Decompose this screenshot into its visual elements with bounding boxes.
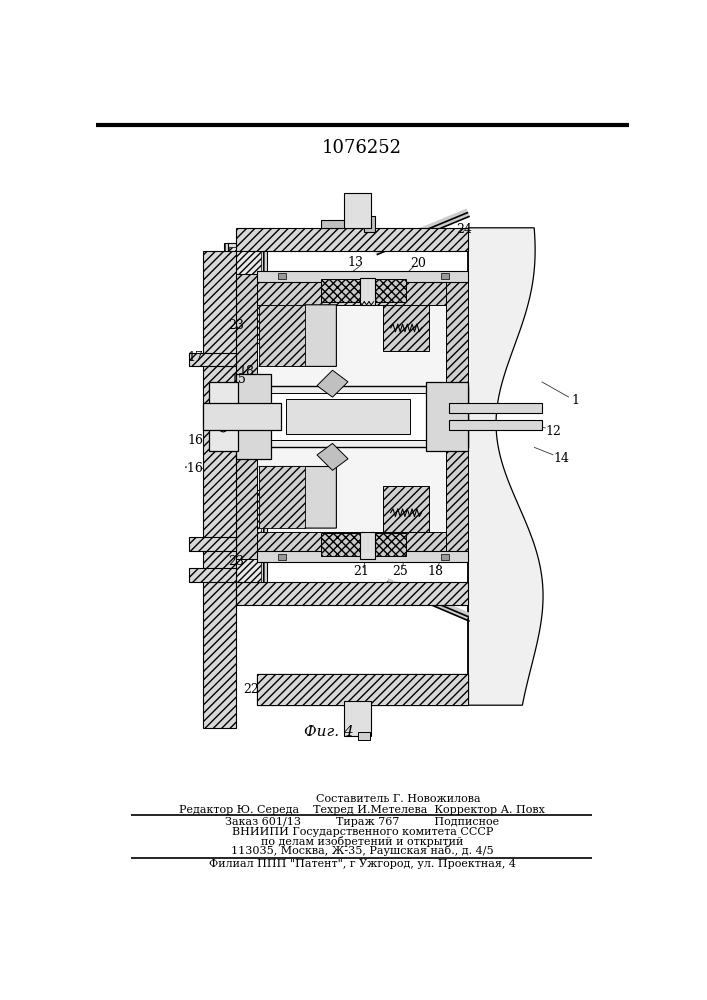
Circle shape — [222, 427, 224, 429]
Bar — [383, 305, 429, 351]
Text: по делам изобретений и открытий: по делам изобретений и открытий — [261, 836, 464, 847]
Bar — [446, 274, 468, 559]
Text: 20: 20 — [410, 257, 426, 270]
Text: Составитель Г. Новожилова: Составитель Г. Новожилова — [315, 794, 480, 804]
Bar — [235, 274, 468, 559]
Text: 13: 13 — [348, 256, 363, 269]
Bar — [271, 393, 426, 440]
Bar — [321, 533, 360, 556]
Bar — [344, 193, 371, 228]
Bar — [257, 674, 468, 705]
Text: 16: 16 — [187, 434, 204, 447]
Bar — [189, 537, 235, 551]
Bar — [228, 243, 263, 343]
Bar — [257, 551, 468, 562]
Text: 25: 25 — [392, 565, 408, 578]
Text: 21: 21 — [354, 565, 369, 578]
Text: 113035, Москва, Ж-35, Раушская наб., д. 4/5: 113035, Москва, Ж-35, Раушская наб., д. … — [231, 845, 493, 856]
Bar — [235, 582, 468, 605]
Bar — [383, 486, 429, 532]
Bar — [257, 278, 446, 305]
Bar — [441, 554, 449, 560]
Bar — [259, 305, 305, 366]
Bar — [235, 274, 257, 559]
Bar — [230, 493, 261, 586]
Bar — [449, 420, 542, 430]
Bar — [189, 568, 235, 582]
Bar — [235, 228, 468, 251]
Bar — [449, 403, 542, 413]
Bar — [257, 532, 446, 559]
Text: 1076252: 1076252 — [322, 139, 402, 157]
Text: 1: 1 — [571, 394, 579, 407]
Bar — [257, 386, 468, 447]
Text: 23: 23 — [228, 319, 244, 332]
Text: Заказ 601/13          Тираж 767          Подписное: Заказ 601/13 Тираж 767 Подписное — [226, 817, 499, 827]
Bar — [189, 353, 235, 366]
Polygon shape — [317, 443, 348, 470]
Text: Филиал ППП "Патент", г Ужгород, ул. Проектная, 4: Филиал ППП "Патент", г Ужгород, ул. Прое… — [209, 859, 516, 869]
Bar — [360, 278, 375, 305]
Bar — [426, 382, 468, 451]
Bar — [279, 273, 286, 279]
Text: ·16: ·16 — [184, 462, 204, 475]
Polygon shape — [317, 370, 348, 397]
Text: 23: 23 — [228, 555, 244, 568]
Text: Фиг. 4: Фиг. 4 — [304, 725, 354, 739]
Text: 24: 24 — [456, 223, 472, 236]
Text: 14: 14 — [553, 452, 569, 465]
Text: 22: 22 — [243, 683, 259, 696]
Bar — [363, 216, 375, 232]
Bar — [209, 382, 238, 451]
Bar — [230, 247, 261, 339]
Bar — [286, 399, 410, 434]
Bar — [203, 403, 281, 430]
Polygon shape — [259, 466, 337, 528]
Text: Редактор Ю. Середа    Техред И.Метелева  Корректор А. Повх: Редактор Ю. Середа Техред И.Метелева Кор… — [180, 805, 545, 815]
Text: ВНИИПИ Государственного комитета СССР: ВНИИПИ Государственного комитета СССР — [232, 827, 493, 837]
Bar — [257, 271, 468, 282]
Polygon shape — [468, 228, 543, 705]
Bar — [368, 279, 406, 302]
Bar — [228, 490, 263, 590]
Bar — [321, 220, 368, 228]
Bar — [358, 732, 370, 740]
Text: 17: 17 — [187, 351, 204, 364]
Text: 15: 15 — [230, 373, 246, 386]
Bar — [279, 554, 286, 560]
Text: 12: 12 — [545, 425, 561, 438]
Circle shape — [222, 411, 224, 414]
Bar — [257, 674, 468, 705]
Bar — [224, 243, 267, 343]
Bar — [224, 490, 267, 590]
Bar — [235, 374, 271, 459]
Text: 18: 18 — [238, 365, 255, 378]
Polygon shape — [259, 305, 337, 366]
Text: 18: 18 — [428, 565, 443, 578]
Bar — [441, 273, 449, 279]
Bar — [321, 279, 360, 302]
Bar — [344, 701, 371, 736]
Bar — [360, 532, 375, 559]
Bar — [368, 533, 406, 556]
Bar — [203, 251, 235, 728]
Bar — [259, 466, 305, 528]
